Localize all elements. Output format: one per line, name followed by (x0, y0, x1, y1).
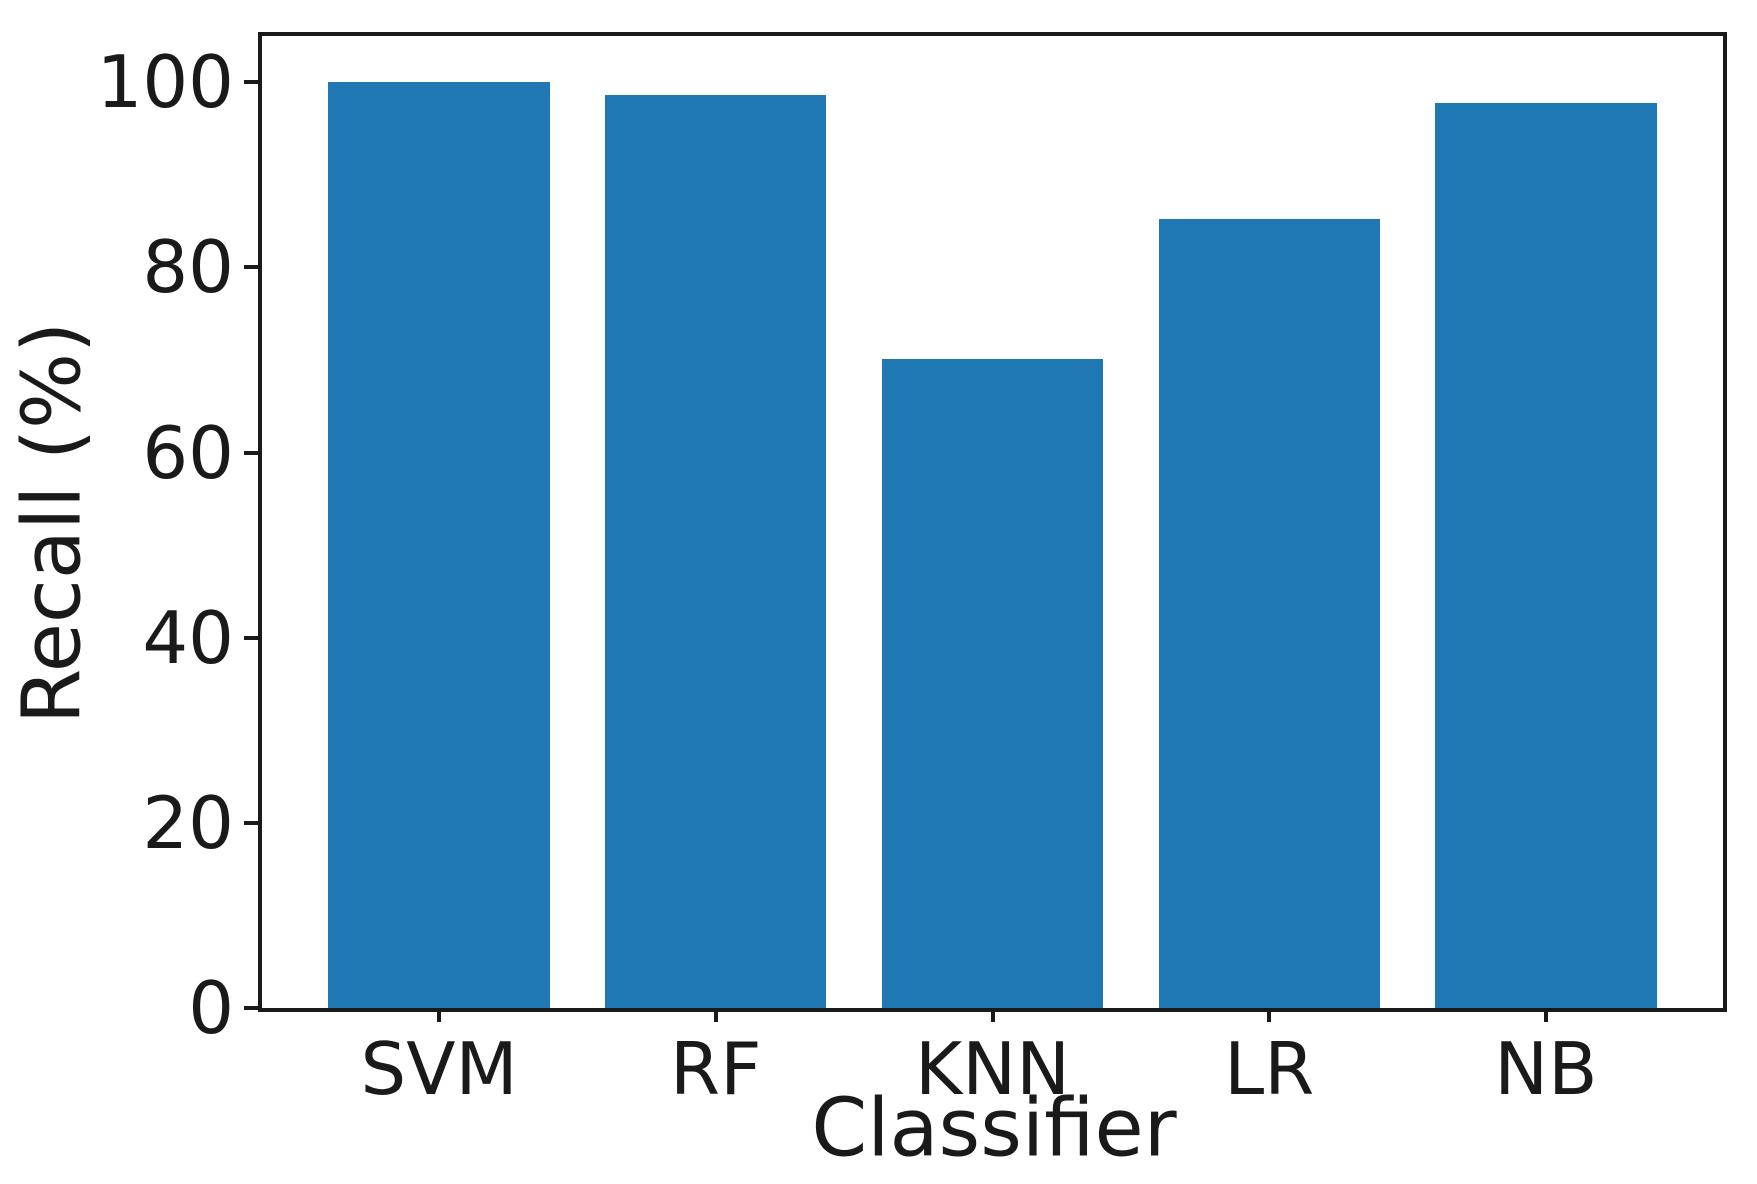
y-axis-label: Recall (%) (5, 321, 99, 725)
plot-area: SVM RF KNN LR NB 0 20 40 60 80 100 (97, 32, 1727, 1109)
x-tick-label-lr: LR (1224, 1027, 1315, 1111)
x-tick-mark-nb (1543, 1008, 1548, 1022)
y-tick-label-0: 0 (188, 966, 234, 1050)
x-tick-mark-lr (1267, 1008, 1272, 1022)
bar-rf (605, 95, 827, 1008)
x-tick-label-rf: RF (670, 1027, 762, 1111)
y-tick-mark-20 (244, 820, 258, 825)
bar-knn (881, 359, 1104, 1008)
y-tick-label-40: 40 (142, 595, 234, 680)
y-tick-label-80: 80 (142, 225, 234, 310)
y-tick-label-100: 100 (96, 40, 234, 125)
x-tick-label-nb: NB (1494, 1027, 1598, 1111)
x-tick-mark-rf (713, 1008, 718, 1022)
bar-nb (1435, 102, 1657, 1008)
y-tick-mark-100 (244, 80, 258, 85)
x-tick-label-knn: KNN (915, 1027, 1070, 1111)
x-axis-label: Classifier (811, 1081, 1177, 1175)
bar-svm (328, 82, 550, 1008)
y-tick-mark-60 (244, 450, 258, 455)
x-tick-mark-knn (990, 1008, 995, 1022)
y-tick-mark-40 (244, 635, 258, 640)
bar-lr (1158, 219, 1380, 1008)
y-tick-mark-0 (244, 1006, 258, 1010)
y-tick-mark-80 (244, 265, 258, 270)
x-tick-mark-svm (437, 1008, 442, 1022)
y-tick-label-60: 60 (142, 410, 234, 495)
y-tick-label-20: 20 (142, 780, 234, 865)
x-tick-label-svm: SVM (360, 1027, 518, 1111)
